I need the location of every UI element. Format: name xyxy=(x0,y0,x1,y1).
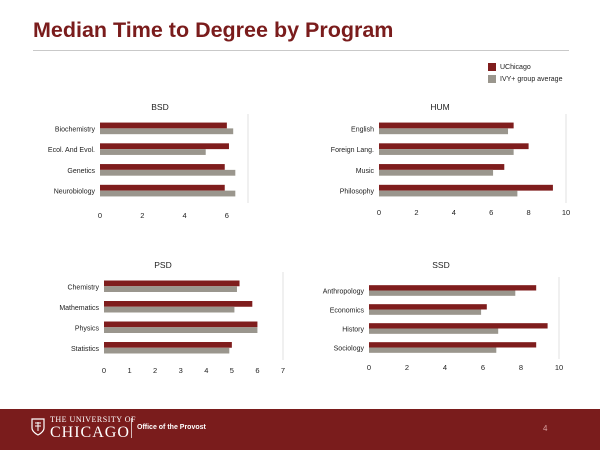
bsd-bar-uchicago xyxy=(100,143,229,150)
hum-bar-uchicago xyxy=(379,164,505,170)
bsd-tick-label: 4 xyxy=(182,211,186,220)
psd-tick-label: 7 xyxy=(281,366,285,375)
ssd-tick-label: 4 xyxy=(443,363,447,372)
hum-tick-label: 6 xyxy=(489,208,493,217)
ssd-bar-uchicago xyxy=(369,323,548,329)
ssd-category-label: Economics xyxy=(330,308,365,315)
bsd-bar-uchicago xyxy=(100,164,225,170)
page-title: Median Time to Degree by Program xyxy=(33,18,394,42)
bsd-bar-uchicago xyxy=(100,184,225,191)
bsd-category-label: Ecol. And Evol. xyxy=(48,147,95,154)
legend-label-uchicago: UChicago xyxy=(500,63,531,71)
psd-chart-title: PSD xyxy=(154,260,171,270)
psd-tick-label: 4 xyxy=(204,366,208,375)
ssd-bar-ivy xyxy=(369,347,497,353)
hum-category-label: English xyxy=(351,126,374,133)
hum-bar-ivy xyxy=(379,128,509,135)
psd-bar-uchicago xyxy=(104,342,232,348)
hum-chart-title: HUM xyxy=(430,102,449,112)
ssd-bar-ivy xyxy=(369,290,516,296)
ssd-category-label: Sociology xyxy=(334,346,365,353)
bsd-bar-uchicago xyxy=(100,122,227,129)
legend: UChicago IVY+ group average xyxy=(488,61,562,85)
charts-area: BSD Biochemistry Ecol. And Evol. Genetics Ne… xyxy=(48,102,570,375)
psd-tick-label: 3 xyxy=(179,366,183,375)
hum-bar-uchicago xyxy=(379,122,514,129)
bsd-category-label: Neurobiology xyxy=(54,189,96,196)
ssd-bar-uchicago xyxy=(369,304,487,310)
page-number: 4 xyxy=(543,424,548,433)
ssd-bar-uchicago xyxy=(369,285,537,291)
hum-bar-uchicago xyxy=(379,143,529,150)
hum-tick-label: 0 xyxy=(377,208,381,217)
bsd-bar-ivy xyxy=(100,169,236,176)
psd-tick-label: 0 xyxy=(102,366,106,375)
ssd-tick-label: 10 xyxy=(555,363,563,372)
bsd-category-label: Biochemistry xyxy=(55,126,96,133)
psd-bar-ivy xyxy=(104,327,258,333)
legend-item-ivy: IVY+ group average xyxy=(488,73,562,85)
footer-bar xyxy=(0,409,600,450)
title-divider xyxy=(33,50,569,51)
psd-tick-label: 1 xyxy=(127,366,131,375)
hum-bar-ivy xyxy=(379,149,514,155)
psd-bar-ivy xyxy=(104,306,235,313)
psd-bar-ivy xyxy=(104,286,237,292)
bsd-chart-title: BSD xyxy=(151,102,168,112)
hum-tick-label: 10 xyxy=(562,208,570,217)
bsd-bar-ivy xyxy=(100,190,236,197)
psd-category-label: Mathematics xyxy=(59,305,99,312)
ssd-tick-label: 0 xyxy=(367,363,371,372)
psd-category-label: Statistics xyxy=(71,346,100,353)
office-label: Office of the Provost xyxy=(137,424,206,431)
legend-swatch-ivy xyxy=(488,75,496,83)
bsd-category-label: Genetics xyxy=(67,168,95,175)
psd-bar-ivy xyxy=(104,347,230,354)
legend-label-ivy: IVY+ group average xyxy=(500,75,563,83)
psd-tick-label: 5 xyxy=(230,366,234,375)
hum-bar-uchicago xyxy=(379,184,553,191)
hum-category-label: Music xyxy=(356,168,375,175)
psd-category-label: Chemistry xyxy=(67,284,99,291)
hum-tick-label: 8 xyxy=(527,208,531,217)
ssd-tick-label: 2 xyxy=(405,363,409,372)
psd-bar-uchicago xyxy=(104,280,240,287)
hum-tick-label: 2 xyxy=(414,208,418,217)
ssd-category-label: History xyxy=(342,327,364,334)
bsd-tick-label: 2 xyxy=(140,211,144,220)
bsd-bar-ivy xyxy=(100,128,234,135)
footer-divider xyxy=(131,418,132,438)
university-seal-icon xyxy=(31,418,45,436)
bsd-bar-ivy xyxy=(100,149,206,155)
ssd-bar-uchicago xyxy=(369,342,537,348)
university-name-large: CHICAGO xyxy=(50,424,130,441)
hum-tick-label: 4 xyxy=(452,208,456,217)
ssd-chart-title: SSD xyxy=(432,260,449,270)
legend-swatch-uchicago xyxy=(488,63,496,71)
psd-tick-label: 6 xyxy=(255,366,259,375)
ssd-bar-ivy xyxy=(369,328,499,334)
ssd-category-label: Anthropology xyxy=(323,289,365,296)
psd-category-label: Physics xyxy=(75,325,100,332)
psd-bar-uchicago xyxy=(104,301,253,307)
ssd-tick-label: 8 xyxy=(519,363,523,372)
hum-category-label: Philosophy xyxy=(340,189,375,196)
bsd-tick-label: 0 xyxy=(98,211,102,220)
psd-bar-uchicago xyxy=(104,321,258,328)
ssd-tick-label: 6 xyxy=(481,363,485,372)
legend-item-uchicago: UChicago xyxy=(488,61,562,73)
ssd-bar-ivy xyxy=(369,309,482,315)
university-name-small: THE UNIVERSITY OF xyxy=(50,415,136,424)
hum-bar-ivy xyxy=(379,190,518,197)
hum-category-label: Foreign Lang. xyxy=(331,147,374,154)
bsd-tick-label: 6 xyxy=(225,211,229,220)
psd-tick-label: 2 xyxy=(153,366,157,375)
hum-bar-ivy xyxy=(379,169,494,176)
